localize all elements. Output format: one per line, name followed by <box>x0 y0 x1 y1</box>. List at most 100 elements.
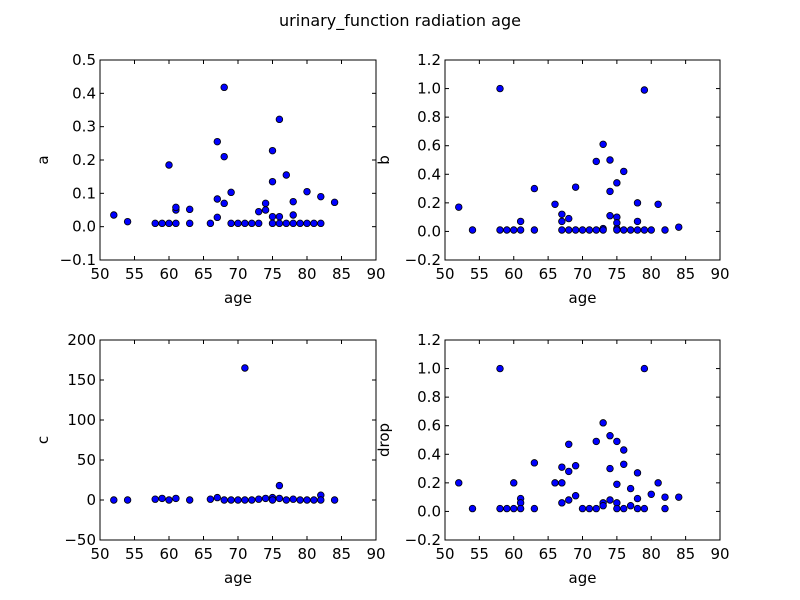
data-point <box>303 219 311 228</box>
data-point <box>330 496 339 504</box>
x-tick-label: 90 <box>366 545 385 563</box>
x-tick-label: 85 <box>332 545 351 563</box>
data-point <box>275 494 284 503</box>
y-tick-label: −0.1 <box>60 251 96 269</box>
data-point <box>151 495 159 503</box>
y-tick-label: 0 <box>86 491 96 509</box>
data-point <box>227 219 235 228</box>
y-tick-label: 150 <box>67 371 96 389</box>
data-point <box>661 504 669 513</box>
x-tick-label: 65 <box>194 265 213 283</box>
data-point <box>255 495 263 503</box>
x-tick-label: 70 <box>228 265 247 283</box>
data-point <box>530 504 539 513</box>
data-point <box>303 496 311 504</box>
data-point <box>558 226 566 234</box>
data-point <box>158 494 166 503</box>
x-tick-label: 80 <box>297 545 316 563</box>
data-point <box>275 481 284 490</box>
y-tick-label: 1.2 <box>417 51 441 69</box>
data-point <box>206 495 215 503</box>
data-point <box>613 480 621 488</box>
data-point <box>268 219 277 228</box>
x-axis-label: age <box>224 289 252 307</box>
data-point <box>530 226 539 234</box>
data-point <box>206 219 215 228</box>
data-point <box>606 464 614 473</box>
data-point <box>151 219 159 228</box>
x-tick-label: 75 <box>607 545 626 563</box>
data-point <box>558 479 566 487</box>
data-point <box>613 437 621 446</box>
data-point <box>585 226 594 234</box>
data-point <box>110 211 118 219</box>
x-tick-label: 60 <box>504 545 523 563</box>
y-tick-label: 0.0 <box>417 222 441 240</box>
data-point <box>468 504 477 513</box>
data-point <box>633 469 642 477</box>
data-point <box>213 213 221 222</box>
data-point <box>599 140 607 148</box>
x-tick-label: 90 <box>366 265 385 283</box>
data-point <box>241 219 249 228</box>
data-point <box>516 217 525 226</box>
data-point <box>585 504 594 513</box>
data-point <box>578 226 587 234</box>
data-point <box>640 86 649 94</box>
x-tick-label: 75 <box>263 545 282 563</box>
y-tick-label: 0.8 <box>417 388 441 406</box>
data-point <box>510 504 518 513</box>
data-point <box>234 219 242 228</box>
y-tick-label: 0.4 <box>417 445 441 463</box>
data-point <box>626 502 635 510</box>
data-point <box>675 223 683 231</box>
data-point <box>213 493 221 502</box>
data-point <box>275 115 284 124</box>
subplot-grid: 50 55 60 65 70 75 80 85 90 −0.1 0.0 0.1 0.2 0.3 0.4 0.5… <box>34 51 730 587</box>
subplot-drop: 50 55 60 65 70 75 80 85 90 −0.2 0.0 0.2 0.4 0.6 0.8 1.0… <box>375 331 730 587</box>
x-axis-label: age <box>569 289 597 307</box>
data-point <box>551 479 559 487</box>
data-point <box>606 156 614 164</box>
data-point <box>241 496 249 504</box>
data-point <box>282 171 290 179</box>
x-tick-label: 80 <box>297 265 316 283</box>
data-point <box>220 83 228 92</box>
data-point <box>613 504 621 513</box>
x-tick-label: 75 <box>607 265 626 283</box>
y-tick-label: 0.2 <box>72 151 96 169</box>
data-point <box>220 496 228 504</box>
data-point <box>620 167 628 176</box>
data-point <box>640 504 649 513</box>
x-tick-label: 90 <box>710 265 729 283</box>
data-point <box>599 226 607 234</box>
data-point <box>241 364 249 372</box>
y-tick-label: 0.2 <box>417 474 441 492</box>
data-point <box>123 496 132 504</box>
y-tick-label: 0.0 <box>417 502 441 520</box>
x-tick-label: 50 <box>90 265 109 283</box>
x-tick-label: 75 <box>263 265 282 283</box>
data-point <box>613 179 621 187</box>
data-point <box>654 479 662 487</box>
data-point <box>496 226 504 234</box>
data-point <box>213 195 221 203</box>
y-tick-label: 1.2 <box>417 331 441 349</box>
data-point <box>165 219 173 228</box>
data-point <box>558 499 566 507</box>
data-point <box>620 504 628 513</box>
data-point <box>268 177 277 186</box>
y-tick-label: 0.4 <box>72 84 96 102</box>
data-point <box>530 459 539 467</box>
data-point <box>282 219 290 228</box>
x-tick-label: 65 <box>194 545 213 563</box>
y-tick-label: −0.2 <box>405 531 441 549</box>
data-point <box>496 504 504 513</box>
figure-title: urinary_function radiation age <box>279 11 521 31</box>
data-point <box>268 496 277 504</box>
data-point <box>123 217 132 226</box>
data-point <box>640 364 649 373</box>
y-tick-label: −50 <box>64 531 96 549</box>
data-point <box>633 226 642 234</box>
data-point <box>565 440 573 448</box>
